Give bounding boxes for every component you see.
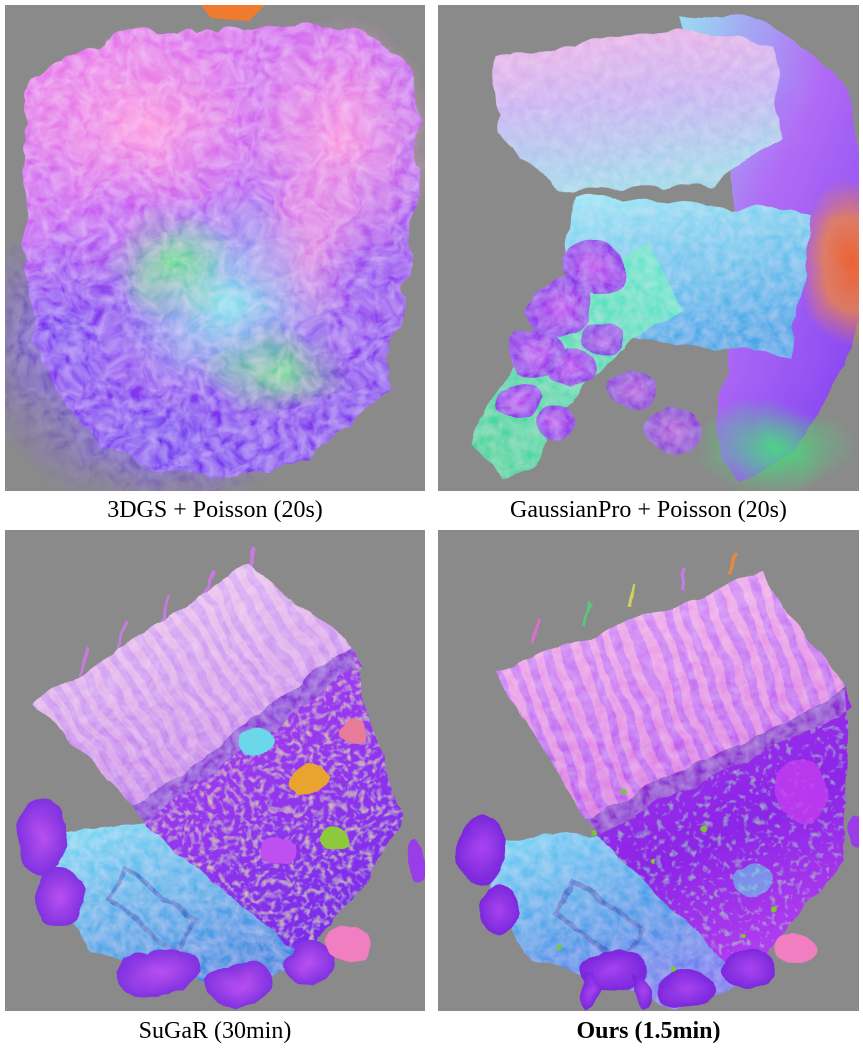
normal-map-render-ours [438, 530, 859, 1011]
green-speckles [555, 784, 772, 969]
caption-gaussianpro-poisson: GaussianPro + Poisson (20s) [510, 497, 787, 523]
top-plateau [490, 25, 779, 185]
noisy-mesh-surface [5, 10, 425, 491]
panel-gaussianpro-poisson: GaussianPro + Poisson (20s) [438, 5, 859, 530]
mesh-image-ours [438, 530, 859, 1011]
house-mesh [454, 551, 859, 1009]
mesh-image-sugar [5, 530, 425, 1011]
caption-ours: Ours (1.5min) [576, 1018, 721, 1044]
orange-sliver [201, 5, 265, 21]
mesh-image-3dgs-poisson [5, 5, 425, 491]
roof-plane [490, 571, 849, 831]
mesh-image-gaussianpro-poisson [438, 5, 859, 491]
caption-3dgs-poisson: 3DGS + Poisson (20s) [107, 497, 323, 523]
normal-map-render-sugar [5, 530, 425, 1011]
purple-blob-cluster [493, 241, 699, 447]
normal-map-render-gaussianpro [438, 5, 859, 491]
orange-patch [794, 172, 859, 348]
panel-sugar: SuGaR (30min) [5, 530, 425, 1052]
speckled-right-wall [141, 644, 401, 958]
bottom-blobs [454, 811, 859, 1009]
wall-debris-blobs [239, 717, 363, 861]
caption-sugar: SuGaR (30min) [138, 1018, 292, 1044]
bottom-blobs [13, 793, 424, 1006]
house-mesh [13, 543, 424, 1006]
panel-ours: Ours (1.5min) [438, 530, 859, 1052]
panel-3dgs-poisson: 3DGS + Poisson (20s) [5, 5, 425, 530]
smooth-mesh-surface [468, 10, 859, 490]
normal-map-render-3dgs [5, 5, 425, 491]
roof-spikes [526, 551, 737, 640]
purple-right-wall [592, 686, 849, 978]
